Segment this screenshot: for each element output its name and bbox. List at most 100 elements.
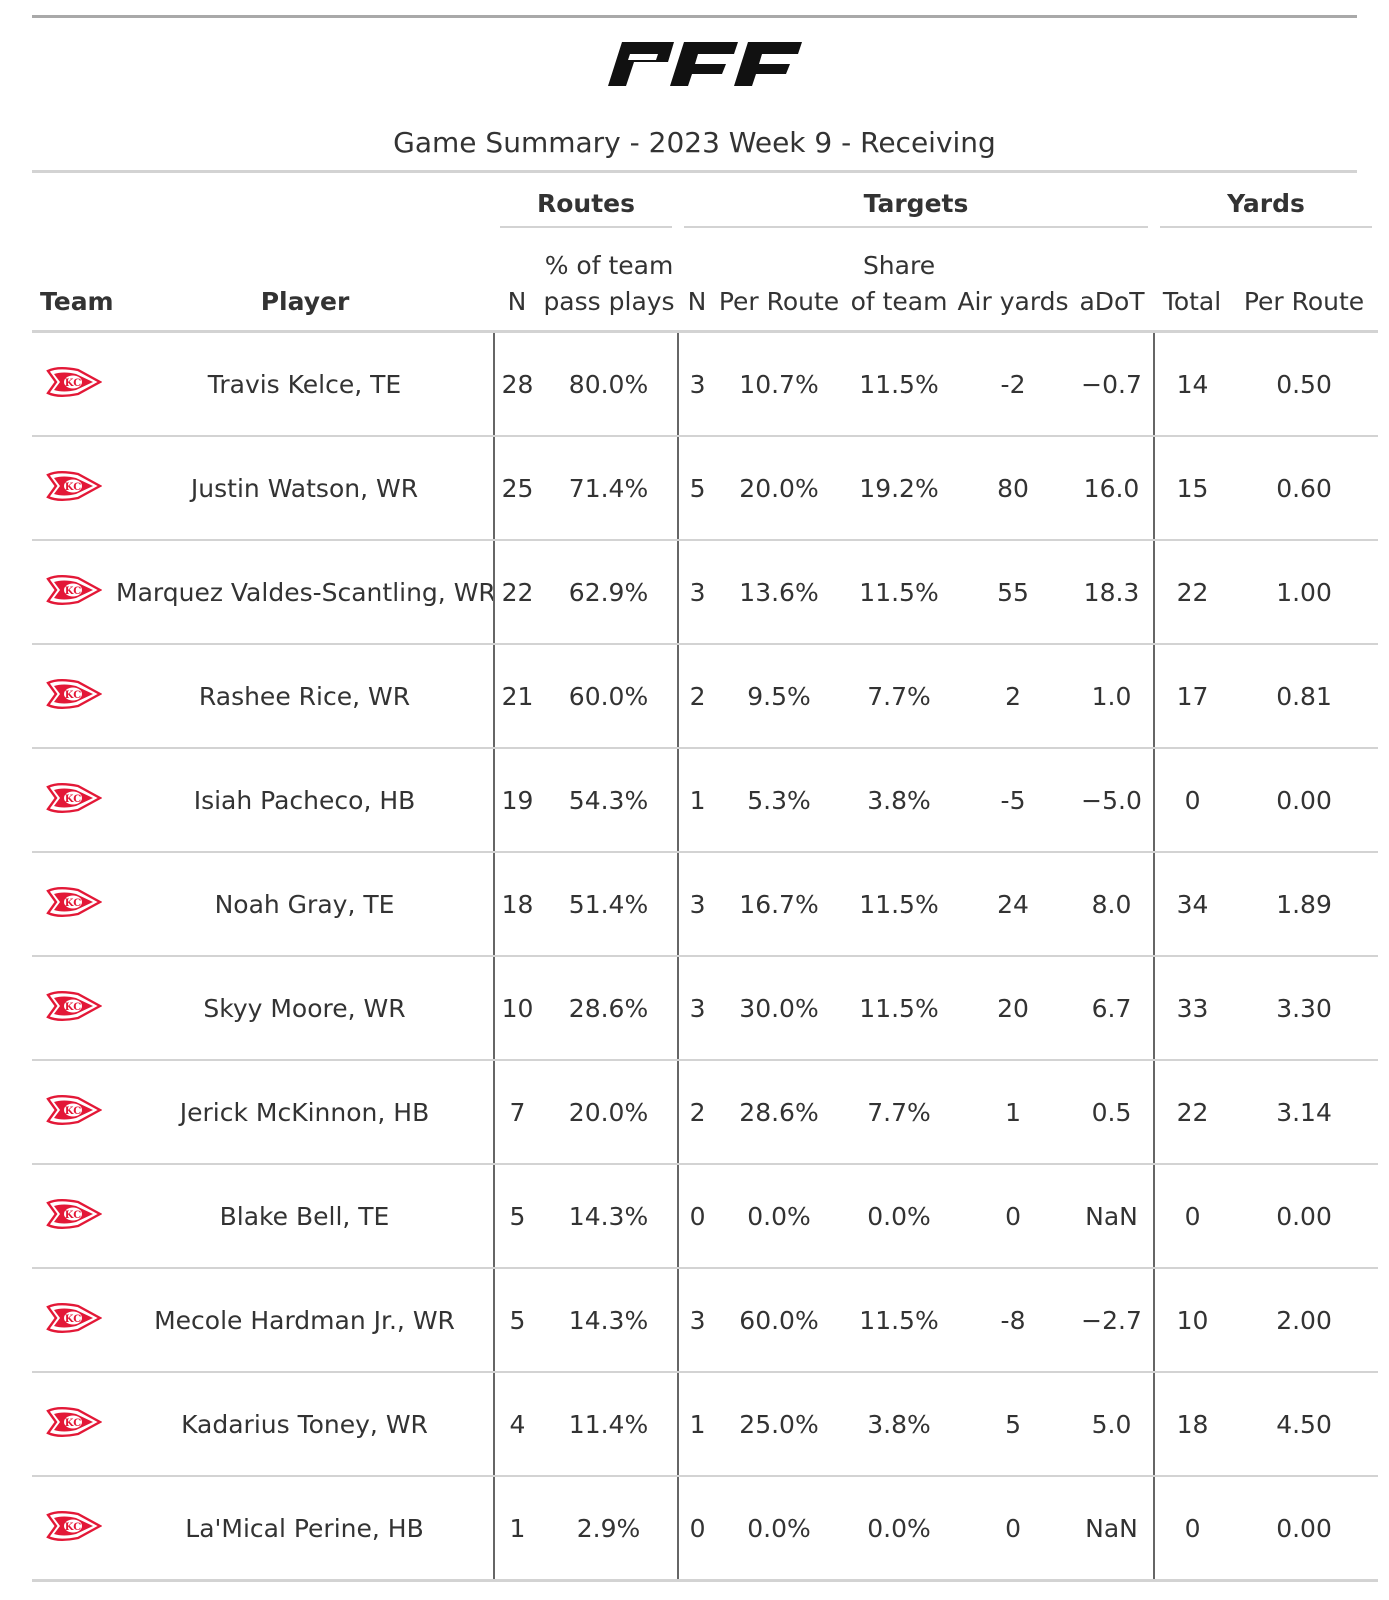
routes-pct: 54.3%: [540, 748, 679, 853]
air-yards: 24: [956, 852, 1071, 957]
targets-per-route: 60.0%: [716, 1268, 843, 1373]
adot: NaN: [1070, 1476, 1155, 1582]
adot: 16.0: [1070, 436, 1155, 541]
team-cell: KC: [32, 331, 116, 437]
chiefs-arrowhead-icon: KC: [46, 366, 102, 397]
routes-pct: 20.0%: [540, 1060, 679, 1165]
targets-share: 11.5%: [842, 1268, 957, 1373]
targets-share: 11.5%: [842, 852, 957, 957]
targets-share: 19.2%: [842, 436, 957, 541]
targets-share: 3.8%: [842, 1372, 957, 1477]
yards-total: 15: [1153, 436, 1231, 541]
targets-n: 3: [677, 956, 717, 1061]
targets-n: 2: [677, 1060, 717, 1165]
targets-share: 3.8%: [842, 748, 957, 853]
adot: 5.0: [1070, 1372, 1155, 1477]
routes-n: 5: [493, 1268, 540, 1373]
adot: 18.3: [1070, 540, 1155, 645]
yards-per-route: 3.30: [1230, 956, 1379, 1061]
col-yards-per-route: Per Route: [1230, 228, 1379, 333]
targets-n: 3: [677, 331, 717, 437]
team-cell: KC: [32, 1268, 116, 1373]
routes-spanner: Routes: [494, 174, 678, 228]
table-title: Game Summary - 2023 Week 9 - Receiving: [393, 126, 996, 159]
player-name: La'Mical Perine, HB: [116, 1476, 494, 1582]
routes-n: 18: [493, 852, 540, 957]
targets-per-route: 25.0%: [716, 1372, 843, 1477]
chiefs-arrowhead-icon: KC: [46, 574, 102, 605]
col-player: Player: [116, 228, 494, 333]
yards-per-route: 1.89: [1230, 852, 1379, 957]
routes-n: 5: [493, 1164, 540, 1269]
player-name: Blake Bell, TE: [116, 1164, 494, 1269]
spanner-row: Routes Targets Yards: [32, 174, 1378, 228]
col-team: Team: [32, 228, 116, 333]
targets-share: 11.5%: [842, 956, 957, 1061]
targets-n: 3: [677, 1268, 717, 1373]
targets-per-route: 20.0%: [716, 436, 843, 541]
targets-share: 0.0%: [842, 1164, 957, 1269]
routes-pct: 60.0%: [540, 644, 679, 749]
team-cell: KC: [32, 436, 116, 541]
team-cell: KC: [32, 748, 116, 853]
svg-text:KC: KC: [65, 1210, 81, 1221]
chiefs-arrowhead-icon: KC: [46, 1510, 102, 1541]
targets-n: 3: [677, 540, 717, 645]
yards-total: 10: [1153, 1268, 1231, 1373]
targets-per-route: 13.6%: [716, 540, 843, 645]
table-row: KC La'Mical Perine, HB 1 2.9% 0 0.0% 0.0…: [32, 1476, 1379, 1582]
team-cell: KC: [32, 1372, 116, 1477]
routes-n: 21: [493, 644, 540, 749]
team-cell: KC: [32, 644, 116, 749]
table-row: KC Justin Watson, WR 25 71.4% 5 20.0% 19…: [32, 436, 1379, 541]
air-yards: -8: [956, 1268, 1071, 1373]
targets-share: 7.7%: [842, 1060, 957, 1165]
col-targets-share: Share of team: [842, 228, 957, 333]
table-row: KC Marquez Valdes-Scantling, WR 22 62.9%…: [32, 540, 1379, 645]
targets-per-route: 28.6%: [716, 1060, 843, 1165]
targets-n: 1: [677, 1372, 717, 1477]
yards-spanner: Yards: [1154, 174, 1378, 228]
adot: −0.7: [1070, 331, 1155, 437]
chiefs-arrowhead-icon: KC: [46, 1094, 102, 1125]
team-cell: KC: [32, 1164, 116, 1269]
team-cell: KC: [32, 1476, 116, 1582]
adot: −5.0: [1070, 748, 1155, 853]
col-adot: aDoT: [1070, 228, 1155, 333]
yards-per-route: 4.50: [1230, 1372, 1379, 1477]
targets-n: 2: [677, 644, 717, 749]
team-cell: KC: [32, 1060, 116, 1165]
yards-total: 22: [1153, 1060, 1231, 1165]
yards-total: 0: [1153, 1476, 1231, 1582]
yards-per-route: 0.00: [1230, 748, 1379, 853]
routes-pct: 14.3%: [540, 1164, 679, 1269]
chiefs-arrowhead-icon: KC: [46, 470, 102, 501]
svg-text:KC: KC: [65, 1418, 81, 1429]
routes-n: 28: [493, 331, 540, 437]
yards-per-route: 0.50: [1230, 331, 1379, 437]
col-routes-pct: % of team pass plays: [540, 228, 679, 333]
routes-n: 1: [493, 1476, 540, 1582]
yards-per-route: 0.00: [1230, 1476, 1379, 1582]
air-yards: 2: [956, 644, 1071, 749]
table-row: KC Noah Gray, TE 18 51.4% 3 16.7% 11.5% …: [32, 852, 1379, 957]
targets-share: 11.5%: [842, 540, 957, 645]
col-targets-per-route: Per Route: [716, 228, 843, 333]
targets-per-route: 0.0%: [716, 1476, 843, 1582]
table-row: KC Travis Kelce, TE 28 80.0% 3 10.7% 11.…: [32, 331, 1379, 437]
col-targets-n: N: [678, 228, 717, 333]
adot: 6.7: [1070, 956, 1155, 1061]
player-name: Rashee Rice, WR: [116, 644, 494, 749]
routes-n: 10: [493, 956, 540, 1061]
yards-total: 17: [1153, 644, 1231, 749]
routes-n: 25: [493, 436, 540, 541]
routes-pct: 2.9%: [540, 1476, 679, 1582]
adot: 0.5: [1070, 1060, 1155, 1165]
svg-text:KC: KC: [65, 378, 81, 389]
routes-pct: 51.4%: [540, 852, 679, 957]
yards-per-route: 1.00: [1230, 540, 1379, 645]
team-cell: KC: [32, 852, 116, 957]
receiving-table: Routes Targets Yards Team Player N % of …: [32, 174, 1379, 1582]
chiefs-arrowhead-icon: KC: [46, 1406, 102, 1437]
svg-text:KC: KC: [65, 1002, 81, 1013]
